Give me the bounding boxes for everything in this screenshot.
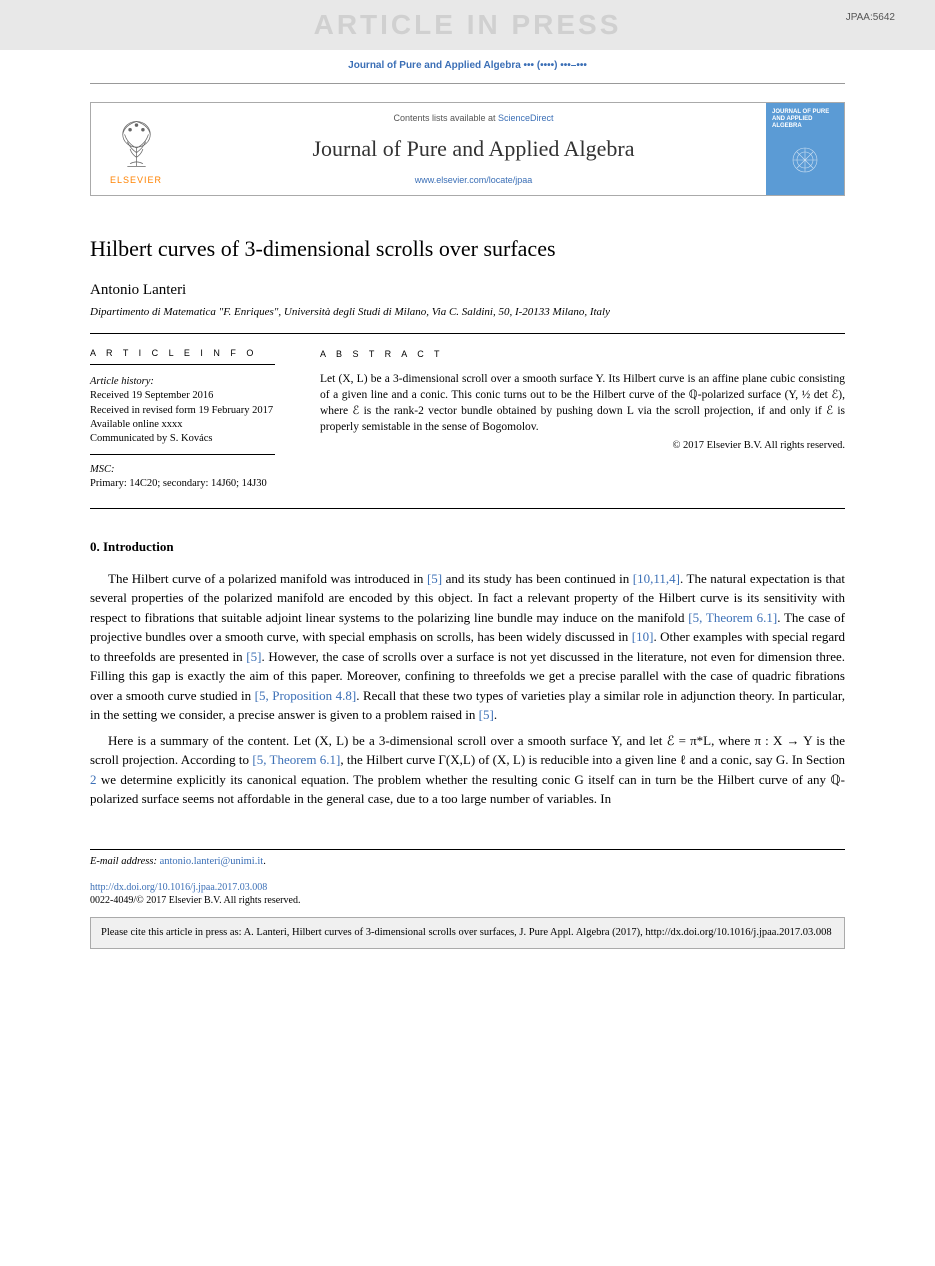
footer-block: E-mail address: antonio.lanteri@unimi.it…: [90, 849, 845, 867]
email-link[interactable]: antonio.lanteri@unimi.it: [160, 856, 264, 867]
elsevier-tree-icon: [106, 113, 166, 173]
history-label: Article history:: [90, 375, 275, 389]
section-heading: 0. Introduction: [90, 539, 845, 555]
elsevier-logo[interactable]: ELSEVIER: [91, 103, 181, 195]
citation-link[interactable]: [10,11,4]: [633, 571, 680, 586]
header-center: Contents lists available at ScienceDirec…: [181, 103, 766, 195]
author-name: Antonio Lanteri: [90, 282, 845, 299]
msc-label: MSC:: [90, 463, 275, 477]
contents-line: Contents lists available at ScienceDirec…: [181, 113, 766, 123]
cite-box: Please cite this article in press as: A.…: [90, 917, 845, 949]
issn-copyright: 0022-4049/© 2017 Elsevier B.V. All right…: [90, 894, 845, 907]
journal-reference: Journal of Pure and Applied Algebra ••• …: [90, 60, 845, 84]
intro-paragraph-2: Here is a summary of the content. Let (X…: [90, 731, 845, 809]
article-history: Article history: Received 19 September 2…: [90, 375, 275, 455]
citation-link[interactable]: [5, Theorem 6.1]: [252, 752, 340, 767]
info-abstract-row: A R T I C L E I N F O Article history: R…: [90, 333, 845, 508]
history-revised: Received in revised form 19 February 201…: [90, 404, 275, 418]
history-received: Received 19 September 2016: [90, 389, 275, 403]
abstract-text: Let (X, L) be a 3-dimensional scroll ove…: [320, 371, 845, 435]
cover-title: JOURNAL OF PURE AND APPLIED ALGEBRA: [772, 109, 838, 131]
doi-link[interactable]: http://dx.doi.org/10.1016/j.jpaa.2017.03…: [90, 881, 845, 894]
sciencedirect-link[interactable]: ScienceDirect: [498, 113, 554, 123]
citation-link[interactable]: [5]: [479, 707, 494, 722]
author-affiliation: Dipartimento di Matematica "F. Enriques"…: [90, 305, 845, 319]
header-box: ELSEVIER Contents lists available at Sci…: [90, 102, 845, 196]
elsevier-name: ELSEVIER: [110, 175, 162, 185]
abstract-column: A B S T R A C T Let (X, L) be a 3-dimens…: [295, 348, 845, 491]
history-communicated: Communicated by S. Kovács: [90, 432, 275, 446]
cover-graphic-icon: [772, 131, 838, 189]
msc-block: MSC: Primary: 14C20; secondary: 14J60; 1…: [90, 463, 275, 491]
contents-prefix: Contents lists available at: [393, 113, 498, 123]
page-container: Journal of Pure and Applied Algebra ••• …: [0, 0, 935, 989]
abstract-heading: A B S T R A C T: [320, 348, 845, 361]
citation-link[interactable]: [5]: [427, 571, 442, 586]
article-info-heading: A R T I C L E I N F O: [90, 348, 275, 365]
journal-name: Journal of Pure and Applied Algebra: [181, 136, 766, 162]
journal-url[interactable]: www.elsevier.com/locate/jpaa: [181, 175, 766, 185]
citation-link[interactable]: [5, Proposition 4.8]: [255, 688, 357, 703]
citation-link[interactable]: [5]: [246, 649, 261, 664]
citation-link[interactable]: [5, Theorem 6.1]: [688, 610, 777, 625]
email-label: E-mail address:: [90, 856, 160, 867]
jpaa-tag: JPAA:5642: [846, 12, 895, 23]
abstract-copyright: © 2017 Elsevier B.V. All rights reserved…: [320, 439, 845, 454]
article-title: Hilbert curves of 3-dimensional scrolls …: [90, 236, 845, 262]
intro-paragraph-1: The Hilbert curve of a polarized manifol…: [90, 569, 845, 725]
citation-link[interactable]: [10]: [632, 629, 654, 644]
history-online: Available online xxxx: [90, 418, 275, 432]
journal-cover[interactable]: JOURNAL OF PURE AND APPLIED ALGEBRA: [766, 103, 844, 195]
doi-block: http://dx.doi.org/10.1016/j.jpaa.2017.03…: [90, 881, 845, 907]
article-info-column: A R T I C L E I N F O Article history: R…: [90, 348, 295, 491]
msc-values: Primary: 14C20; secondary: 14J60; 14J30: [90, 477, 275, 491]
